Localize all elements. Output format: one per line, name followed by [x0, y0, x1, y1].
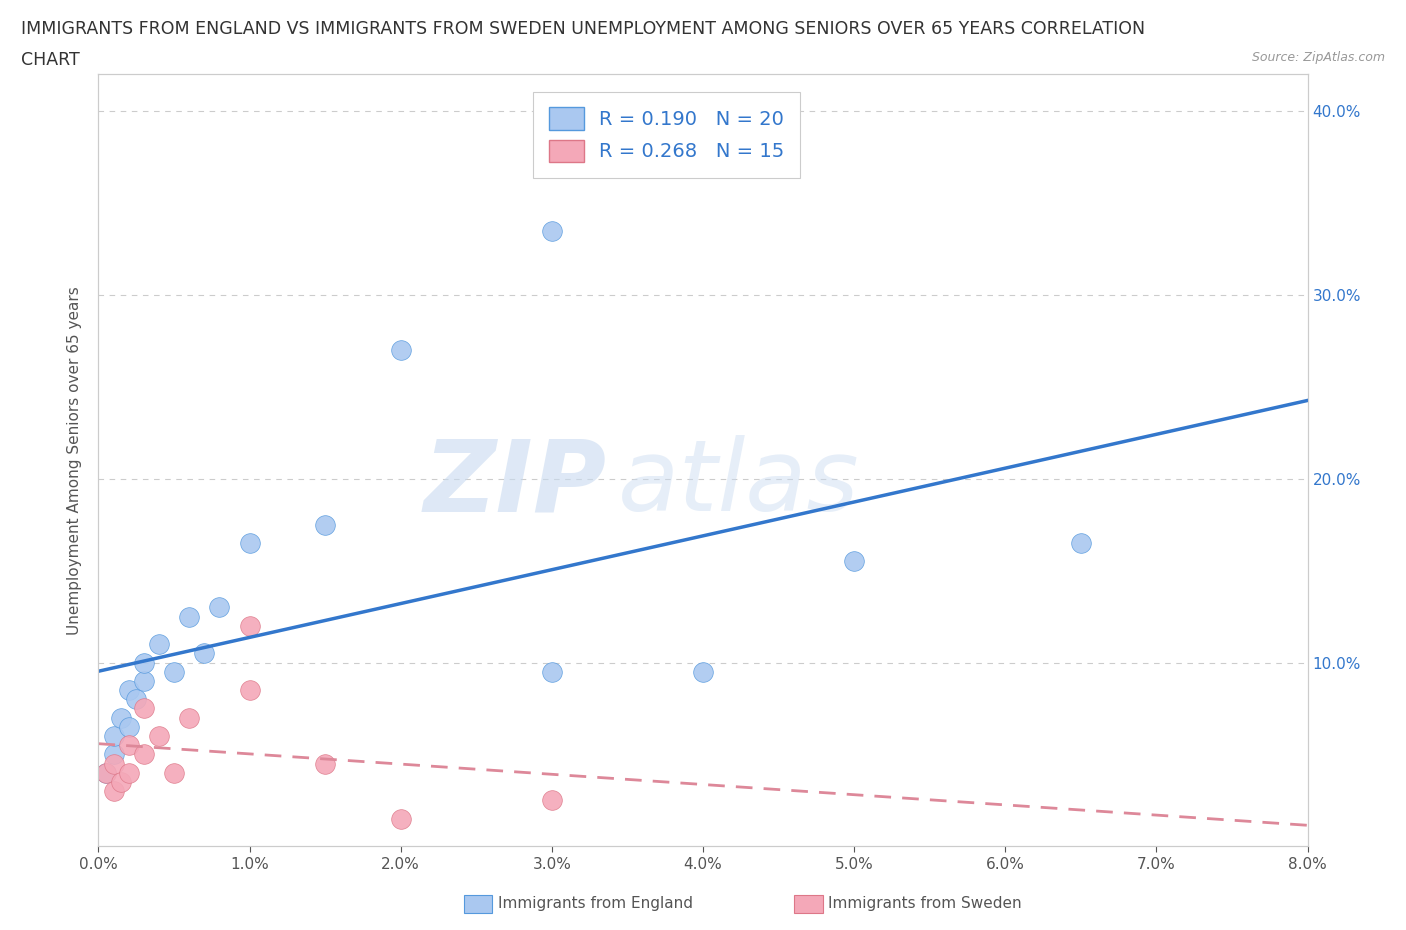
Point	[389, 342, 412, 357]
Point	[239, 683, 262, 698]
Point	[193, 646, 215, 661]
Point	[103, 784, 125, 799]
Point	[179, 609, 201, 624]
Point	[692, 664, 714, 679]
Point	[103, 728, 125, 743]
Point	[94, 765, 117, 780]
Point	[314, 517, 336, 532]
Point	[844, 554, 866, 569]
Point	[163, 765, 186, 780]
Point	[541, 793, 564, 808]
Point	[118, 737, 141, 752]
Point	[239, 536, 262, 551]
Point	[118, 683, 141, 698]
Point	[132, 655, 155, 670]
Text: Immigrants from Sweden: Immigrants from Sweden	[828, 897, 1022, 911]
Point	[103, 747, 125, 762]
Point	[208, 600, 231, 615]
Legend: R = 0.190   N = 20, R = 0.268   N = 15: R = 0.190 N = 20, R = 0.268 N = 15	[533, 92, 800, 178]
Point	[239, 618, 262, 633]
Text: CHART: CHART	[21, 51, 80, 69]
Point	[103, 756, 125, 771]
Point	[314, 756, 336, 771]
Text: Source: ZipAtlas.com: Source: ZipAtlas.com	[1251, 51, 1385, 64]
Text: IMMIGRANTS FROM ENGLAND VS IMMIGRANTS FROM SWEDEN UNEMPLOYMENT AMONG SENIORS OVE: IMMIGRANTS FROM ENGLAND VS IMMIGRANTS FR…	[21, 20, 1146, 38]
Point	[541, 223, 564, 238]
Point	[132, 673, 155, 688]
Point	[110, 711, 132, 725]
Point	[541, 664, 564, 679]
Point	[132, 747, 155, 762]
Point	[163, 664, 186, 679]
Text: atlas: atlas	[619, 435, 860, 532]
Y-axis label: Unemployment Among Seniors over 65 years: Unemployment Among Seniors over 65 years	[67, 286, 83, 635]
Point	[389, 811, 412, 826]
Point	[1070, 536, 1092, 551]
Point	[118, 720, 141, 735]
Point	[118, 765, 141, 780]
Point	[94, 765, 117, 780]
Text: ZIP: ZIP	[423, 435, 606, 532]
Point	[148, 728, 170, 743]
Point	[148, 637, 170, 652]
Point	[179, 711, 201, 725]
Point	[125, 692, 148, 707]
Point	[132, 701, 155, 716]
Text: Immigrants from England: Immigrants from England	[498, 897, 693, 911]
Point	[110, 775, 132, 790]
